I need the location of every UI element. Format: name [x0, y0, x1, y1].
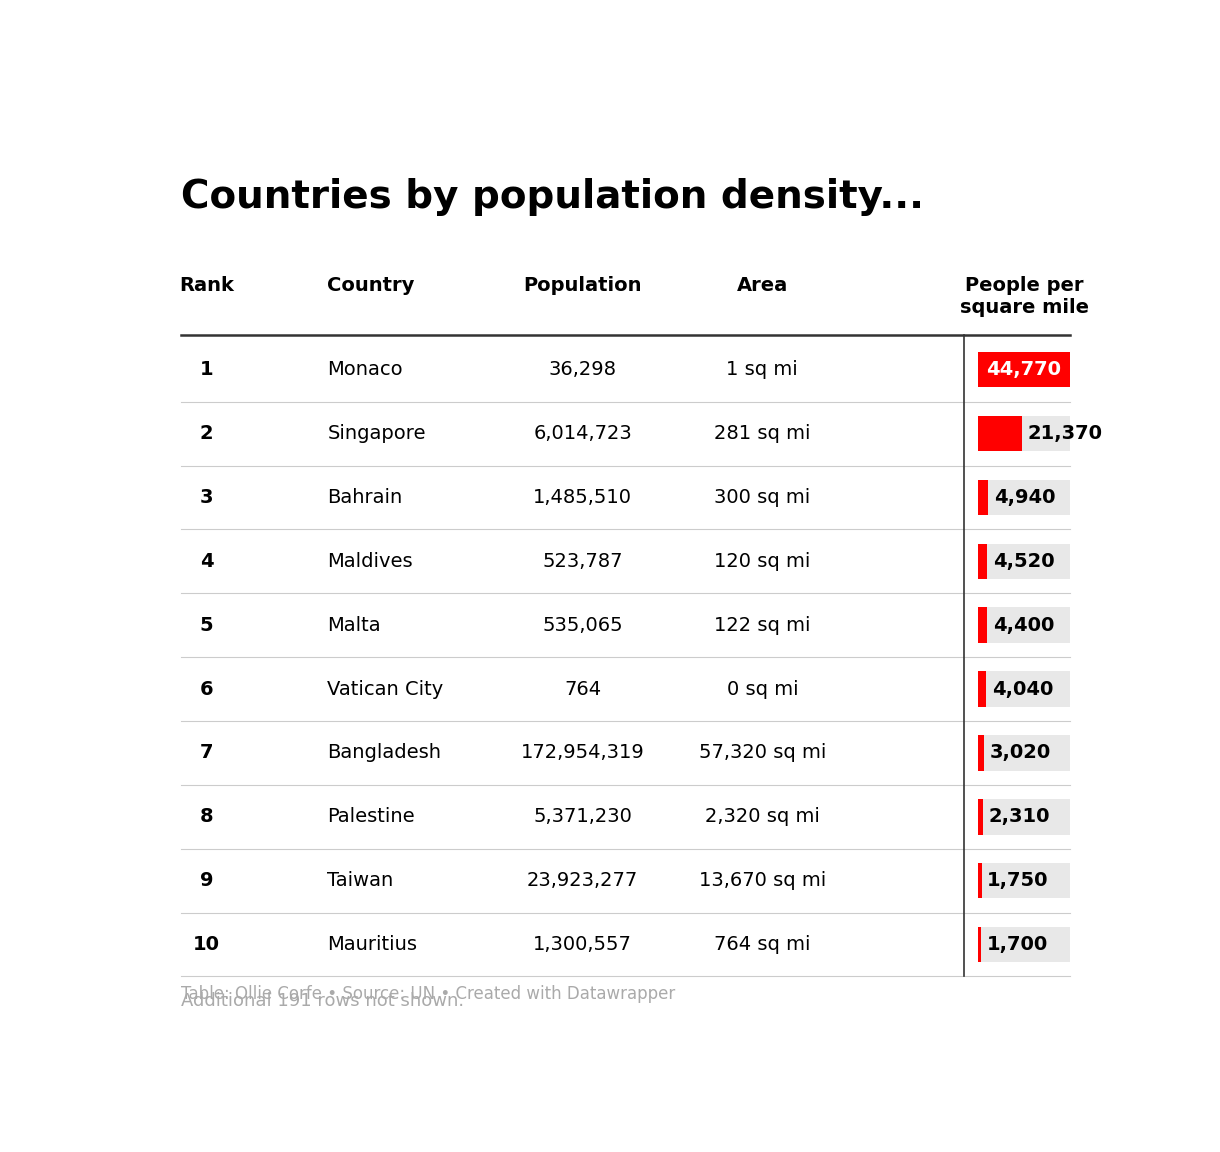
- Text: 9: 9: [200, 871, 214, 890]
- Text: 23,923,277: 23,923,277: [527, 871, 638, 890]
- Text: Rank: Rank: [179, 275, 234, 295]
- Text: 1,750: 1,750: [987, 871, 1049, 890]
- Text: 10: 10: [193, 935, 220, 954]
- Text: Malta: Malta: [327, 615, 381, 635]
- Text: 3: 3: [200, 488, 214, 507]
- Text: 57,320 sq mi: 57,320 sq mi: [699, 743, 826, 763]
- Bar: [978, 607, 987, 643]
- Text: 764: 764: [564, 680, 601, 698]
- Bar: [978, 544, 987, 579]
- Text: 172,954,319: 172,954,319: [521, 743, 644, 763]
- Text: 122 sq mi: 122 sq mi: [714, 615, 810, 635]
- Text: Singapore: Singapore: [327, 424, 426, 444]
- Text: Table: Ollie Corfe • Source: UN • Created with Datawrapper: Table: Ollie Corfe • Source: UN • Create…: [181, 985, 675, 1003]
- Text: 5,371,230: 5,371,230: [533, 808, 632, 826]
- Text: Palestine: Palestine: [327, 808, 415, 826]
- Text: 120 sq mi: 120 sq mi: [714, 552, 810, 571]
- Text: 4,400: 4,400: [993, 615, 1054, 635]
- Text: 2: 2: [200, 424, 214, 444]
- Bar: [978, 672, 986, 707]
- Text: People per
square mile: People per square mile: [960, 275, 1088, 317]
- Text: 1: 1: [200, 361, 214, 379]
- Text: Monaco: Monaco: [327, 361, 403, 379]
- Text: Vatican City: Vatican City: [327, 680, 444, 698]
- Text: 1,300,557: 1,300,557: [533, 935, 632, 954]
- Text: Countries by population density...: Countries by population density...: [181, 179, 924, 217]
- Bar: [978, 353, 1070, 387]
- Bar: [978, 799, 1070, 834]
- Text: Bahrain: Bahrain: [327, 488, 403, 507]
- Text: Area: Area: [737, 275, 788, 295]
- Bar: [978, 479, 1070, 515]
- Bar: [978, 353, 1070, 387]
- Text: 4,040: 4,040: [992, 680, 1053, 698]
- Bar: [978, 544, 1070, 579]
- Text: 7: 7: [200, 743, 214, 763]
- Text: 8: 8: [200, 808, 214, 826]
- Text: Country: Country: [327, 275, 415, 295]
- Text: 6,014,723: 6,014,723: [533, 424, 632, 444]
- Text: Maldives: Maldives: [327, 552, 414, 571]
- Bar: [978, 607, 1070, 643]
- Text: Mauritius: Mauritius: [327, 935, 417, 954]
- Text: 281 sq mi: 281 sq mi: [714, 424, 810, 444]
- Text: 36,298: 36,298: [549, 361, 616, 379]
- Text: 44,770: 44,770: [986, 361, 1061, 379]
- Text: Population: Population: [523, 275, 642, 295]
- Bar: [978, 799, 982, 834]
- Text: 764 sq mi: 764 sq mi: [714, 935, 810, 954]
- Text: 3,020: 3,020: [989, 743, 1052, 763]
- Bar: [978, 863, 1070, 899]
- Bar: [978, 416, 1021, 452]
- Text: 0 sq mi: 0 sq mi: [727, 680, 798, 698]
- Text: 4,940: 4,940: [994, 488, 1055, 507]
- Text: 2,320 sq mi: 2,320 sq mi: [705, 808, 820, 826]
- Bar: [978, 863, 982, 899]
- Text: Bangladesh: Bangladesh: [327, 743, 442, 763]
- Text: 1,485,510: 1,485,510: [533, 488, 632, 507]
- Text: 523,787: 523,787: [543, 552, 623, 571]
- Text: 2,310: 2,310: [988, 808, 1050, 826]
- Text: 6: 6: [200, 680, 214, 698]
- Text: 4: 4: [200, 552, 214, 571]
- Text: 5: 5: [200, 615, 214, 635]
- Bar: [978, 927, 1070, 962]
- Bar: [978, 416, 1070, 452]
- Text: Additional 191 rows not shown.: Additional 191 rows not shown.: [181, 993, 464, 1010]
- Text: 21,370: 21,370: [1027, 424, 1103, 444]
- Bar: [978, 672, 1070, 707]
- Text: Taiwan: Taiwan: [327, 871, 394, 890]
- Bar: [978, 735, 985, 771]
- Text: 535,065: 535,065: [543, 615, 623, 635]
- Text: 1 sq mi: 1 sq mi: [726, 361, 798, 379]
- Bar: [978, 927, 981, 962]
- Bar: [978, 479, 988, 515]
- Text: 13,670 sq mi: 13,670 sq mi: [699, 871, 826, 890]
- Bar: [978, 735, 1070, 771]
- Text: 300 sq mi: 300 sq mi: [714, 488, 810, 507]
- Text: 4,520: 4,520: [993, 552, 1054, 571]
- Text: 1,700: 1,700: [987, 935, 1048, 954]
